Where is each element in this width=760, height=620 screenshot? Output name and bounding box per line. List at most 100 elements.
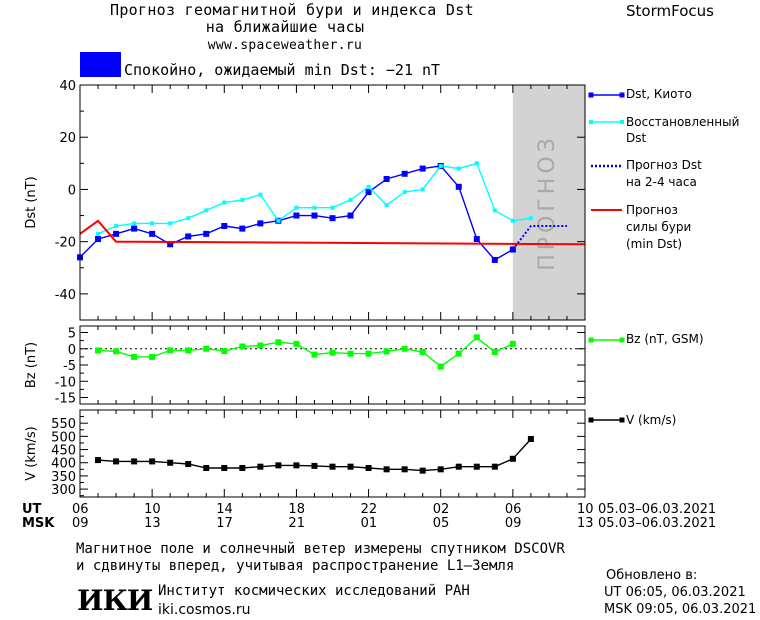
dst-series-1-point [456, 166, 461, 171]
legend-dst-restored-1: Восстановленный [626, 115, 740, 129]
v-ytick-label: 450 [51, 444, 76, 459]
legend-storm-2: силы бури [626, 220, 692, 234]
legend-dst-forecast-2: на 2-4 часа [626, 175, 697, 189]
v-panel-frame [79, 409, 586, 498]
dst-ylabel: Dst (nT) [24, 176, 39, 228]
bz-series-0-point [239, 343, 246, 350]
bz-panel-frame [79, 325, 586, 405]
v-series-0-point [365, 465, 372, 471]
title-line-1: Прогноз геомагнитной бури и индекса Dst [110, 1, 474, 19]
bz-series-0-point [95, 347, 102, 354]
bz-series-0-point [365, 350, 372, 357]
bz-series-0-point [455, 350, 462, 357]
dst-series-0-point [113, 230, 120, 237]
legend-dst-forecast-1: Прогноз Dst [626, 158, 702, 172]
bz-series-0-point [419, 349, 426, 355]
dst-series-1-point [258, 192, 263, 197]
dst-series-1-point [330, 205, 335, 210]
ut-tick-label: 06 [504, 502, 522, 517]
bz-ytick-label: -10 [55, 375, 76, 390]
v-series-0-point [113, 458, 120, 465]
bz-series-0-point [509, 340, 516, 347]
bz-series-0-point [437, 363, 444, 370]
legend-dst-restored-marker [620, 120, 624, 124]
ut-tick-label: 14 [216, 502, 233, 517]
dst-series-1-point [276, 218, 281, 223]
dst-series-1-point [420, 187, 425, 192]
dst-series-1-point [492, 208, 497, 213]
v-series-0-point [203, 465, 210, 471]
bz-series-0-point [311, 351, 318, 358]
dst-ytick-label: -20 [55, 236, 76, 251]
dst-series-0-point [131, 225, 138, 232]
legend-dst-restored-marker [589, 120, 593, 124]
msk-axis-label: MSK [22, 516, 55, 531]
msk-tick-label: 13 [577, 516, 594, 531]
bz-series-0-point [329, 349, 336, 356]
dst-series-0-point [419, 165, 426, 172]
legend-v-marker [588, 417, 594, 423]
v-series-0-point [149, 458, 156, 465]
bz-series-0-point [401, 345, 408, 352]
dst-series-0-point [293, 212, 300, 219]
v-series-0-point [95, 457, 102, 464]
bz-ytick-label: 0 [68, 343, 76, 358]
dst-series-0-point [221, 223, 228, 229]
dst-series-0-point [203, 230, 210, 237]
dst-series-0-point [239, 225, 246, 232]
legend-dst-kyoto-marker [588, 92, 594, 98]
dst-series-1-point [366, 184, 371, 189]
v-series-0-point [329, 463, 336, 470]
dst-ytick-label: 40 [59, 79, 76, 94]
ut-tick-label: 02 [432, 502, 450, 517]
dst-ytick-label: 0 [68, 183, 76, 198]
site-url[interactable]: www.spaceweather.ru [207, 38, 363, 53]
dst-series-1-point [150, 221, 155, 226]
dst-series-1-point [168, 221, 173, 226]
dst-series-1-point [510, 218, 515, 223]
institute-url[interactable]: iki.cosmos.ru [158, 602, 251, 618]
dst-series-0-point [455, 183, 462, 190]
bz-series-0-point [149, 353, 156, 360]
bz-series-0-point [347, 350, 354, 357]
bz-series-0-point [473, 334, 480, 341]
dst-series-0-point [329, 215, 336, 222]
v-series-0-point [131, 458, 138, 465]
msk-tick-label: 17 [216, 516, 233, 531]
dst-series-1-point [348, 197, 353, 202]
ut-tick-label: 10 [144, 502, 161, 517]
dst-series-1-point [222, 200, 227, 205]
msk-tick-label: 13 [144, 516, 161, 531]
institute-name: Институт космических исследований РАН [158, 583, 470, 599]
dst-series-0-point [491, 256, 498, 263]
dst-series-1-point [132, 221, 137, 226]
bz-series-0-point [491, 349, 498, 355]
v-series-0-point [491, 463, 498, 470]
v-series-0-point [293, 462, 300, 469]
footer-note-line-2: и сдвинуты вперед, учитывая распростране… [76, 558, 515, 574]
v-series-0-point [527, 436, 534, 442]
dst-series-0-point [185, 233, 192, 240]
v-series-0-point [257, 463, 264, 470]
v-series-0-point [221, 465, 228, 471]
dst-series-1-point [438, 163, 443, 168]
updated-ut: UT 06:05, 06.03.2021 [604, 585, 746, 600]
dst-series-0-point [167, 241, 174, 248]
v-series-0-point [239, 465, 246, 471]
ut-tick-label: 18 [288, 502, 305, 517]
ut-axis-label: UT [22, 502, 42, 517]
v-series-0-point [509, 455, 516, 462]
iki-logo: ИКИ [77, 584, 153, 617]
v-series-0-point [419, 467, 426, 474]
v-series-0-point [275, 462, 282, 469]
dst-series-1-point [240, 197, 245, 202]
v-ytick-label: 350 [51, 470, 76, 485]
dst-series-0-point [347, 212, 354, 219]
v-series-0-point [437, 466, 444, 473]
legend-dst-restored-2: Dst [626, 131, 647, 145]
dst-series-0-point [401, 170, 408, 177]
msk-tick-label: 09 [72, 516, 89, 531]
v-series-0-point [383, 466, 390, 473]
bz-ytick-label: -15 [55, 392, 76, 407]
